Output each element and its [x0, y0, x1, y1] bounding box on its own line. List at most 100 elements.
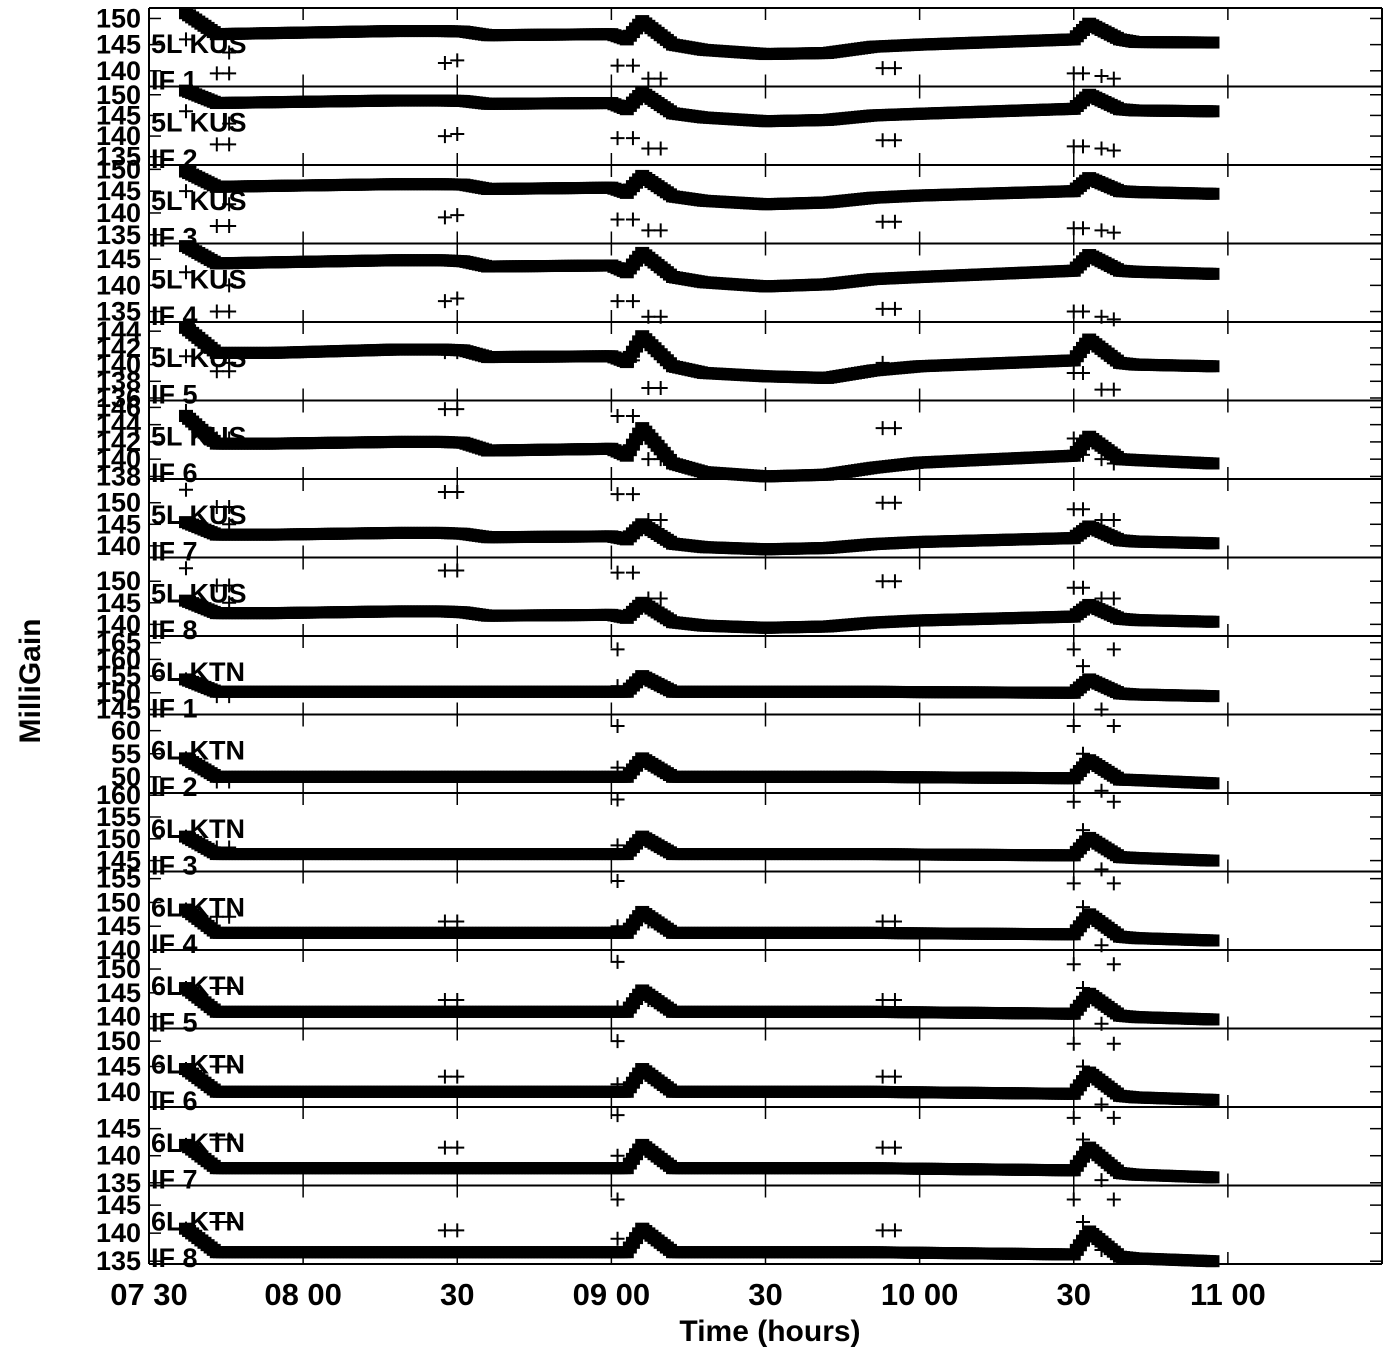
outlier-point — [641, 992, 656, 1007]
y-tick-label: 140 — [96, 350, 141, 380]
outlier-point — [1094, 382, 1109, 397]
outlier-point — [1066, 642, 1081, 657]
outlier-point — [222, 774, 237, 789]
outlier-point — [222, 981, 237, 996]
y-tick-label: 155 — [96, 802, 141, 832]
outlier-point — [610, 874, 625, 889]
outlier-point — [641, 591, 656, 606]
outlier-point — [178, 981, 193, 996]
outlier-point — [178, 672, 193, 687]
outlier-point — [222, 278, 237, 293]
outlier-point — [1076, 580, 1090, 595]
panel-if-label: IF 7 — [151, 537, 198, 567]
y-tick-label: 140 — [96, 444, 141, 474]
outlier-point — [1076, 746, 1090, 761]
panel-if-label: IF 3 — [151, 851, 198, 881]
outlier-point — [1076, 66, 1090, 81]
outlier-point — [1094, 591, 1109, 606]
panel-if-label: IF 5 — [151, 1008, 198, 1038]
outlier-point — [222, 219, 237, 234]
outlier-point — [610, 294, 625, 309]
outlier-point — [1076, 365, 1090, 380]
panel-antenna-label: 6L KTN — [151, 657, 245, 687]
panel-antenna-label: 6L KTN — [151, 814, 245, 844]
outlier-point — [641, 141, 656, 156]
y-tick-label: 144 — [96, 410, 141, 440]
outlier-point — [610, 487, 625, 502]
y-tick-label: 145 — [96, 244, 141, 274]
outlier-point — [1066, 431, 1081, 446]
y-tick-label: 150 — [96, 488, 141, 518]
y-tick-label: 160 — [96, 780, 141, 810]
outlier-point — [625, 760, 640, 775]
outlier-point — [437, 345, 452, 360]
outlier-point — [222, 66, 237, 81]
outlier-point — [1106, 456, 1121, 471]
outlier-point — [209, 909, 224, 924]
y-tick-label: 140 — [96, 56, 141, 86]
y-tick-label: 145 — [96, 978, 141, 1008]
outlier-point — [450, 484, 465, 499]
panel-antenna-label: 5L KUS — [151, 108, 247, 138]
outlier-point — [437, 402, 452, 417]
outlier-point — [1106, 512, 1121, 527]
y-tick-label: 140 — [96, 1077, 141, 1107]
outlier-point — [1076, 139, 1090, 154]
outlier-point — [610, 409, 625, 424]
outlier-point — [1106, 719, 1121, 734]
outlier-point — [1066, 876, 1081, 891]
outlier-point — [625, 294, 640, 309]
outlier-point — [610, 212, 625, 227]
outlier-point — [209, 431, 224, 446]
outlier-point — [610, 792, 625, 807]
outlier-point — [437, 55, 452, 70]
outlier-point — [641, 914, 656, 929]
outlier-point — [450, 291, 465, 306]
outlier-point — [887, 133, 902, 148]
outlier-point — [610, 760, 625, 775]
outlier-point — [450, 402, 465, 417]
outlier-point — [222, 500, 237, 515]
outlier-point — [437, 914, 452, 929]
outlier-point — [641, 380, 656, 395]
outlier-point — [209, 364, 224, 379]
outlier-point — [178, 104, 193, 119]
outlier-point — [887, 61, 902, 76]
panel-antenna-label: 5L KUS — [151, 579, 247, 609]
outlier-point — [875, 355, 890, 370]
outlier-point — [887, 574, 902, 589]
data-point — [1205, 457, 1220, 470]
y-tick-label: 145 — [96, 30, 141, 60]
outlier-point — [178, 561, 193, 576]
outlier-point — [437, 129, 452, 144]
y-tick-label: 135 — [96, 297, 141, 327]
panel-if-label: IF 4 — [151, 929, 198, 959]
panel-antenna-label: 6L KTN — [151, 971, 245, 1001]
outlier-point — [1106, 876, 1121, 891]
outlier-point — [222, 517, 237, 532]
y-tick-label: 150 — [96, 154, 141, 184]
outlier-point — [209, 840, 224, 855]
outlier-point — [1106, 642, 1121, 657]
outlier-point — [450, 208, 465, 223]
outlier-point — [178, 403, 193, 418]
outlier-point — [887, 214, 902, 229]
y-tick-label: 150 — [96, 3, 141, 33]
outlier-point — [641, 452, 656, 467]
panel-if-label: IF 5 — [151, 380, 198, 410]
y-tick-label: 136 — [96, 383, 141, 413]
outlier-point — [178, 184, 193, 199]
outlier-point — [625, 131, 640, 146]
outlier-point — [1094, 1016, 1109, 1031]
outlier-point — [1066, 957, 1081, 972]
outlier-point — [1106, 591, 1121, 606]
outlier-point — [875, 495, 890, 510]
outlier-point — [625, 409, 640, 424]
outlier-point — [209, 578, 224, 593]
outlier-point — [450, 992, 465, 1007]
